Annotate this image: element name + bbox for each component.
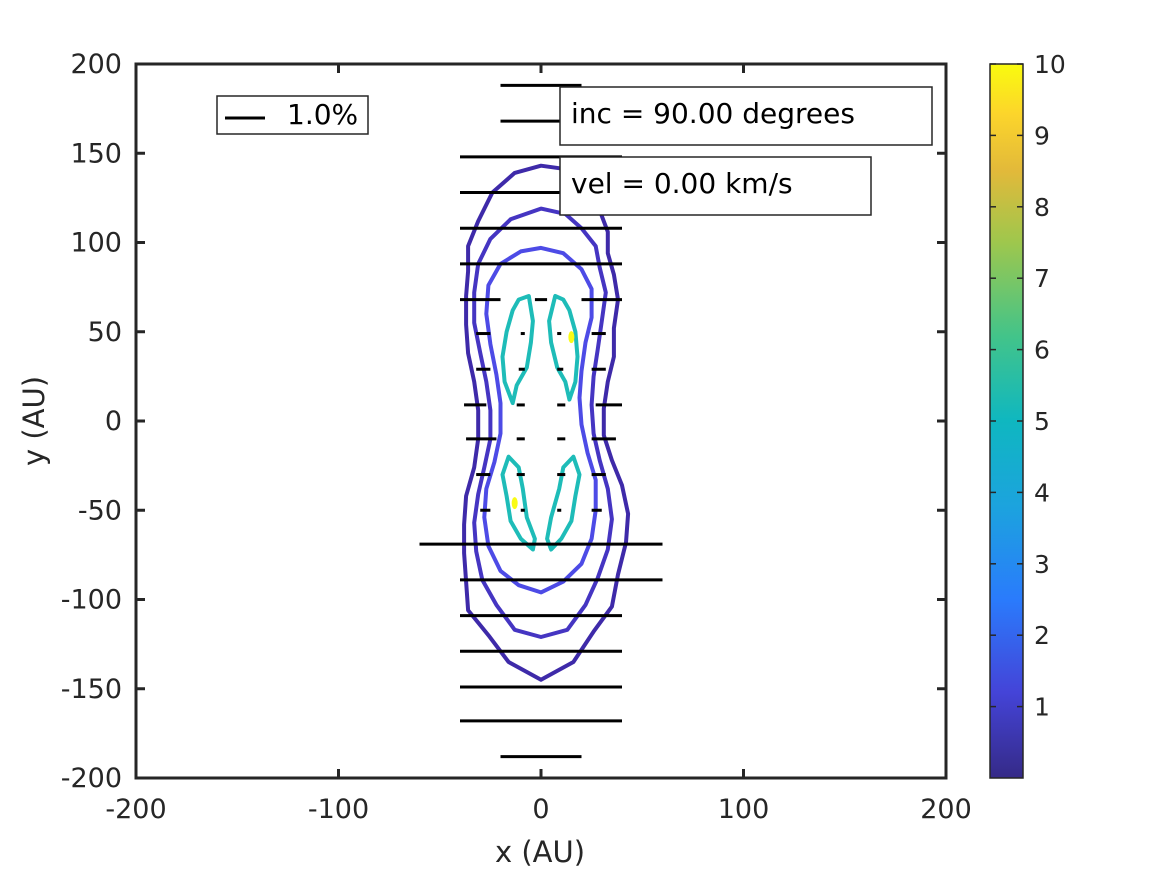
- contour-level-2-2: [482, 245, 598, 595]
- legend-scale-label: 1.0%: [287, 98, 358, 131]
- y-axis-label: y (AU): [17, 376, 51, 466]
- axis-ticks: -200 -100 0 100 200 200 150 100 50 0 -50 -100 -150 -2…: [61, 49, 972, 825]
- colorbar-tick-label: 2: [1034, 621, 1050, 650]
- colorbar: 10 9 8 7 6 5 4 3 2 1: [989, 50, 1066, 779]
- contour-level-0.5-0: [462, 163, 631, 682]
- axis-labels: x (AU) y (AU): [17, 376, 585, 869]
- y-tick-label: -50: [78, 495, 122, 526]
- y-tick-label: 150: [70, 138, 122, 169]
- x-tick-label: 0: [532, 794, 549, 825]
- axes-box: [134, 62, 948, 780]
- contour-layer: [462, 163, 631, 682]
- x-tick-label: 200: [920, 794, 972, 825]
- inclination-label: inc = 90.00 degrees: [571, 97, 855, 130]
- contour-level-1-1: [472, 206, 614, 639]
- contour-level-5-6: [545, 454, 582, 552]
- polarization-vector-layer: [419, 83, 663, 759]
- inclination-box: [559, 86, 933, 146]
- y-tick-label: -200: [61, 763, 122, 794]
- x-tick-label: 100: [718, 794, 770, 825]
- hotspot-1: [511, 497, 518, 510]
- colorbar-tick-label: 1: [1034, 693, 1050, 722]
- y-tick-label: 200: [70, 49, 122, 80]
- colorbar-tick-label: 10: [1034, 50, 1066, 79]
- colorbar-tick-label: 8: [1034, 193, 1050, 222]
- y-tick-label: -150: [61, 674, 122, 705]
- colorbar-tick-label: 6: [1034, 336, 1050, 365]
- colorbar-tick-label: 3: [1034, 550, 1050, 579]
- velocity-box: [559, 156, 872, 216]
- contour-level-5-5: [500, 454, 537, 552]
- colorbar-tick-label: 5: [1034, 407, 1050, 436]
- x-tick-label: -100: [308, 794, 369, 825]
- legend-box: [216, 95, 369, 135]
- inclination-annotation: inc = 90.00 degrees: [559, 86, 933, 146]
- colorbar-tick-label: 9: [1034, 121, 1050, 150]
- velocity-annotation: vel = 0.00 km/s: [559, 156, 872, 216]
- y-tick-label: 50: [88, 317, 122, 348]
- y-tick-label: -100: [61, 585, 122, 616]
- colorbar-ticks: 10 9 8 7 6 5 4 3 2 1: [990, 50, 1066, 722]
- x-tick-label: -200: [105, 794, 166, 825]
- velocity-label: vel = 0.00 km/s: [571, 167, 793, 200]
- contour-level-5-4: [547, 294, 580, 402]
- colorbar-tick-label: 4: [1034, 478, 1050, 507]
- colorbar-tick-label: 7: [1034, 264, 1050, 293]
- y-tick-label: 0: [105, 406, 122, 437]
- x-axis-label: x (AU): [495, 835, 585, 869]
- hotspot-0: [568, 331, 575, 344]
- y-tick-label: 100: [70, 228, 122, 259]
- contour-level-5-3: [500, 294, 535, 406]
- legend: 1.0%: [216, 95, 369, 135]
